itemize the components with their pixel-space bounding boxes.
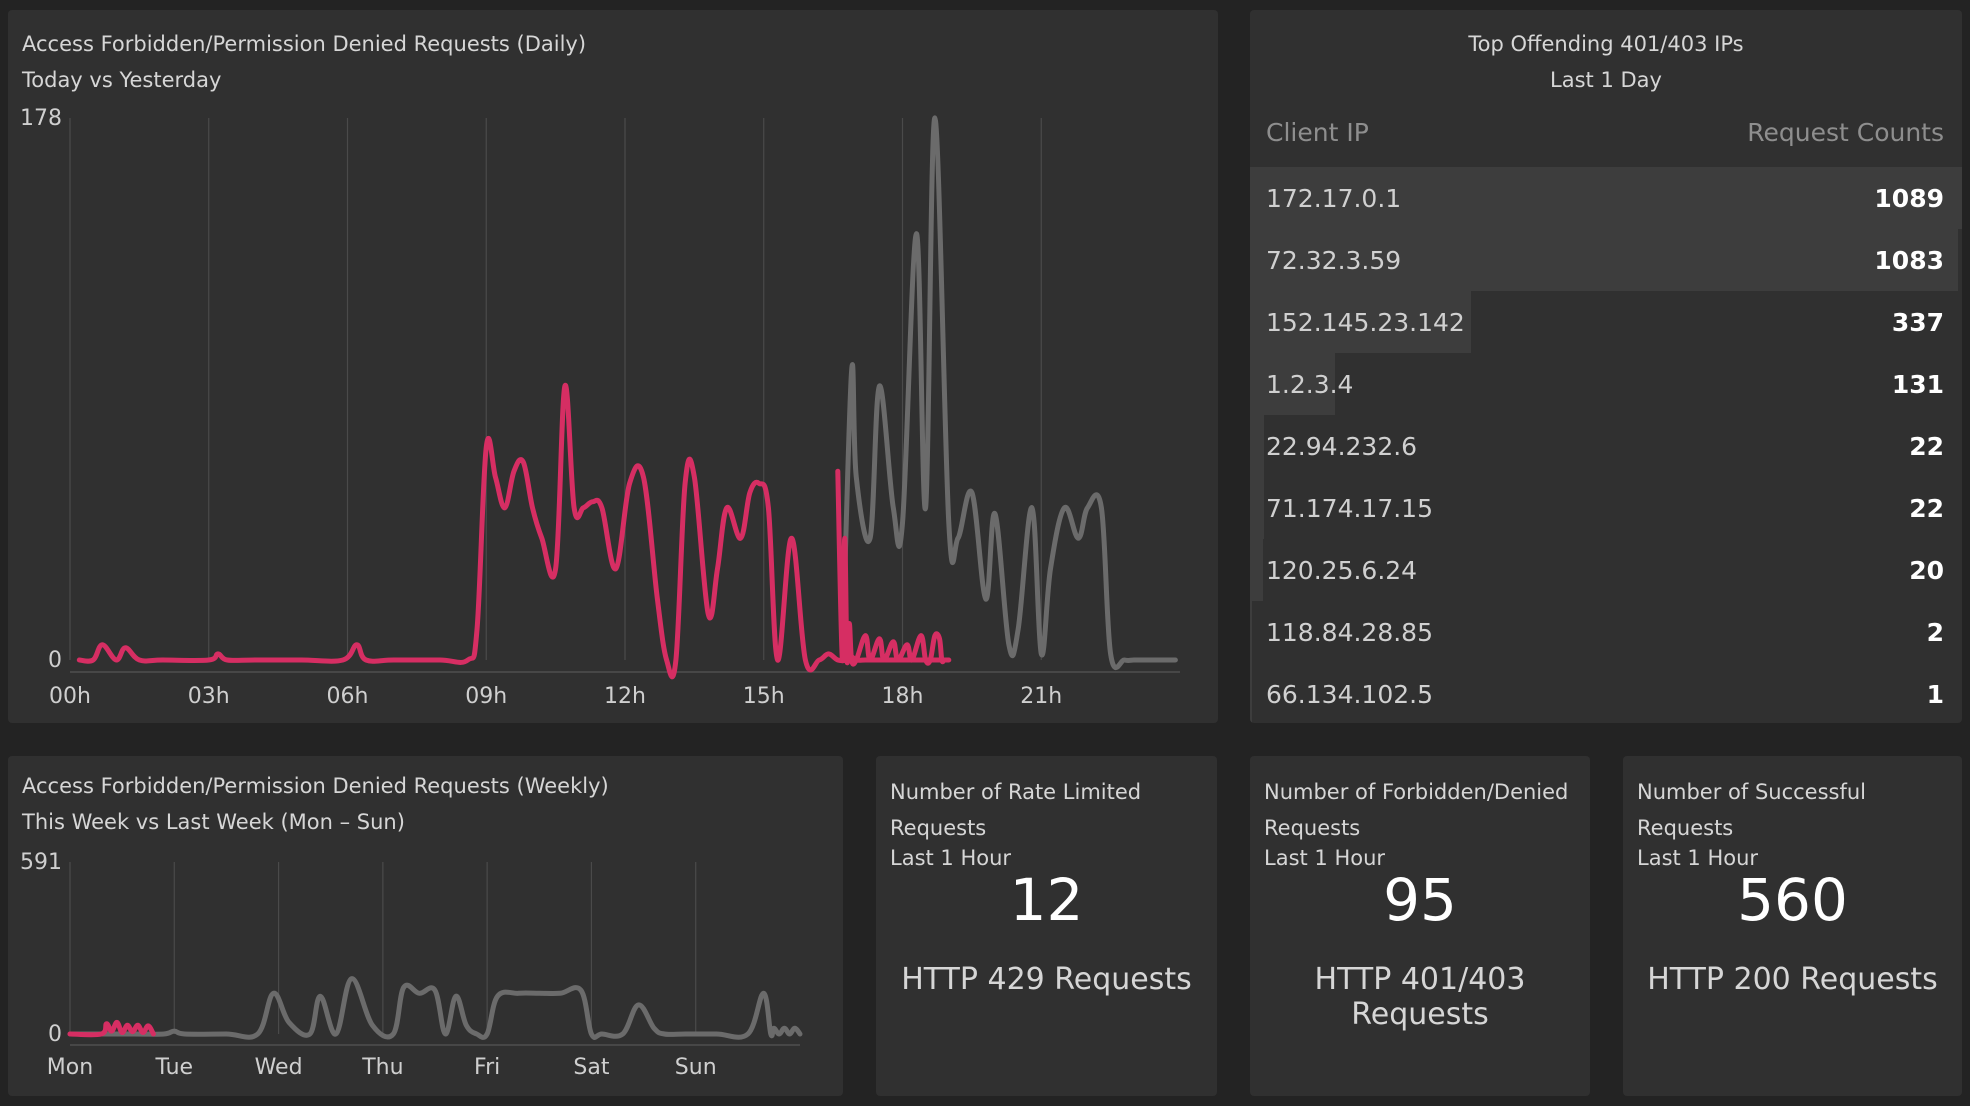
row-share-bar bbox=[1250, 539, 1263, 601]
stat-title: Number of Forbidden/Denied Requests bbox=[1264, 780, 1569, 840]
panel-title: Access Forbidden/Permission Denied Reque… bbox=[22, 774, 609, 798]
request-count-cell: 20 bbox=[1909, 555, 1944, 585]
client-ip-cell: 172.17.0.1 bbox=[1266, 183, 1402, 213]
x-tick-label: Sat bbox=[573, 1055, 609, 1080]
client-ip-cell: 118.84.28.85 bbox=[1266, 617, 1433, 647]
stat-period: Last 1 Hour bbox=[890, 846, 1012, 870]
table-row[interactable]: 152.145.23.142 337 bbox=[1250, 291, 1962, 353]
table-row[interactable]: 118.84.28.85 2 bbox=[1250, 601, 1962, 663]
stat-title: Number of Rate Limited Requests bbox=[890, 780, 1142, 840]
x-tick-label: Thu bbox=[361, 1055, 403, 1080]
series-line-today_tail[interactable] bbox=[835, 468, 947, 667]
row-share-bar bbox=[1250, 601, 1252, 663]
row-share-bar bbox=[1250, 291, 1471, 353]
client-ip-cell: 72.32.3.59 bbox=[1266, 245, 1402, 275]
client-ip-cell: 22.94.232.6 bbox=[1266, 431, 1418, 461]
client-ip-cell: 71.174.17.15 bbox=[1266, 493, 1433, 523]
y-tick-label: 591 bbox=[20, 850, 62, 875]
table-row[interactable]: 66.134.102.5 1 bbox=[1250, 663, 1962, 723]
stat-label: HTTP 429 Requests bbox=[901, 962, 1192, 997]
panel-title: Top Offending 401/403 IPs bbox=[1468, 32, 1744, 56]
x-tick-label: Mon bbox=[47, 1055, 93, 1080]
row-share-bar bbox=[1250, 477, 1265, 539]
y-tick-label: 0 bbox=[48, 648, 62, 673]
stat-value: 95 bbox=[1383, 866, 1457, 934]
x-tick-label: 15h bbox=[743, 684, 785, 709]
row-share-bar bbox=[1250, 663, 1252, 723]
series-line-yesterday[interactable] bbox=[839, 115, 1178, 671]
series-line-last_week[interactable] bbox=[67, 976, 803, 1040]
request-count-cell: 131 bbox=[1891, 369, 1944, 399]
top-ips-panel: Top Offending 401/403 IPs Last 1 Day Cli… bbox=[1250, 10, 1962, 723]
request-count-cell: 337 bbox=[1891, 307, 1944, 337]
stat-label: HTTP 200 Requests bbox=[1647, 962, 1938, 997]
series-line-this_week[interactable] bbox=[67, 1019, 156, 1038]
panel-title: Access Forbidden/Permission Denied Reque… bbox=[22, 32, 587, 56]
weekly-chart-panel: Access Forbidden/Permission Denied Reque… bbox=[8, 756, 843, 1096]
table-row[interactable]: 22.94.232.6 22 bbox=[1250, 415, 1962, 477]
x-tick-label: 03h bbox=[188, 684, 230, 709]
table-row[interactable]: 72.32.3.59 1083 bbox=[1250, 229, 1962, 291]
request-count-cell: 1 bbox=[1926, 679, 1944, 709]
panel-subtitle: Today vs Yesterday bbox=[22, 68, 222, 92]
weekly-line-chart[interactable]: Mon Tue Wed Thu Fri Sat Sun 0 591 bbox=[8, 756, 843, 1096]
client-ip-cell: 152.145.23.142 bbox=[1266, 307, 1465, 337]
stat-panel-successful: Number of Successful Requests Last 1 Hou… bbox=[1623, 756, 1962, 1096]
column-header-client-ip[interactable]: Client IP bbox=[1266, 118, 1369, 147]
stat-period: Last 1 Hour bbox=[1637, 846, 1759, 870]
client-ip-cell: 1.2.3.4 bbox=[1266, 369, 1354, 399]
y-tick-label: 0 bbox=[48, 1022, 62, 1047]
request-count-cell: 2 bbox=[1926, 617, 1944, 647]
row-share-bar bbox=[1250, 229, 1959, 291]
x-tick-label: 09h bbox=[465, 684, 507, 709]
daily-line-chart[interactable]: 00h 03h 06h 09h 12h 15h 18h 21h 0 178 bbox=[8, 10, 1218, 723]
request-count-cell: 1083 bbox=[1874, 245, 1944, 275]
x-tick-label: Tue bbox=[154, 1055, 193, 1080]
x-tick-label: Fri bbox=[474, 1055, 500, 1080]
row-share-bar bbox=[1250, 415, 1265, 477]
table-header: Client IP Request Counts bbox=[1266, 118, 1944, 147]
stat-title: Number of Successful Requests bbox=[1637, 780, 1867, 840]
x-tick-label: 06h bbox=[327, 684, 369, 709]
panel-subtitle: Last 1 Day bbox=[1550, 68, 1662, 92]
x-tick-label: 12h bbox=[604, 684, 646, 709]
stat-label: HTTP 401/403 Requests bbox=[1314, 962, 1526, 1032]
x-tick-label: Sun bbox=[675, 1055, 717, 1080]
stat-panel-rate-limited: Number of Rate Limited Requests Last 1 H… bbox=[876, 756, 1217, 1096]
table-row[interactable]: 1.2.3.4 131 bbox=[1250, 353, 1962, 415]
stat-value: 12 bbox=[1009, 866, 1084, 934]
daily-chart-panel: Access Forbidden/Permission Denied Reque… bbox=[8, 10, 1218, 723]
request-count-cell: 1089 bbox=[1874, 183, 1944, 213]
ip-table-body: 172.17.0.1 1089 72.32.3.59 1083 152.145.23.1… bbox=[1250, 167, 1962, 723]
stat-panel-forbidden: Number of Forbidden/Denied Requests Last… bbox=[1250, 756, 1590, 1096]
request-count-cell: 22 bbox=[1909, 493, 1944, 523]
stat-period: Last 1 Hour bbox=[1264, 846, 1386, 870]
series-line-today[interactable] bbox=[76, 383, 952, 680]
table-row[interactable]: 120.25.6.24 20 bbox=[1250, 539, 1962, 601]
column-header-request-counts[interactable]: Request Counts bbox=[1747, 118, 1944, 147]
table-row[interactable]: 172.17.0.1 1089 bbox=[1250, 167, 1962, 229]
y-tick-label: 178 bbox=[20, 106, 62, 131]
row-share-bar bbox=[1250, 353, 1336, 415]
x-tick-label: 00h bbox=[49, 684, 91, 709]
table-row[interactable]: 71.174.17.15 22 bbox=[1250, 477, 1962, 539]
client-ip-cell: 66.134.102.5 bbox=[1266, 679, 1433, 709]
x-tick-label: 21h bbox=[1020, 684, 1062, 709]
x-tick-label: Wed bbox=[255, 1055, 303, 1080]
row-share-bar bbox=[1250, 167, 1962, 229]
stat-value: 560 bbox=[1737, 866, 1848, 934]
panel-subtitle: This Week vs Last Week (Mon – Sun) bbox=[22, 810, 405, 834]
client-ip-cell: 120.25.6.24 bbox=[1266, 555, 1418, 585]
request-count-cell: 22 bbox=[1909, 431, 1944, 461]
x-tick-label: 18h bbox=[882, 684, 924, 709]
